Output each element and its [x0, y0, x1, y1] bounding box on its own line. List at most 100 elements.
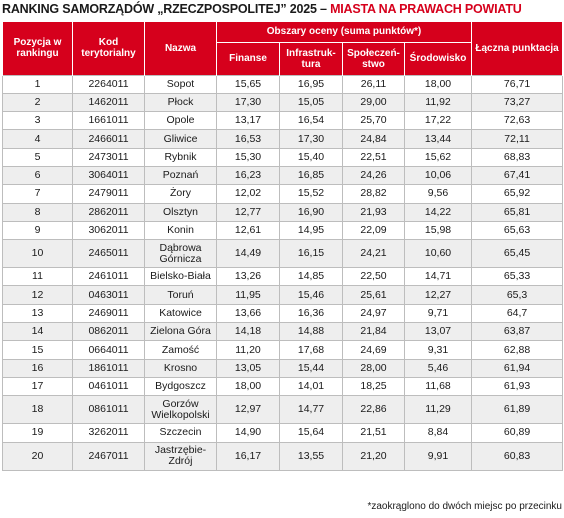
header-environment: Środowisko: [403, 42, 473, 75]
cell-code: 0861011: [72, 395, 145, 425]
cell-environment: 18,00: [403, 74, 473, 94]
ranking-table: Pozycja w rankingu Kod terytorialny Nazw…: [2, 22, 564, 471]
cell-position: 11: [2, 267, 73, 287]
cell-code: 2466011: [72, 129, 145, 149]
cell-position: 20: [2, 441, 73, 471]
cell-position: 12: [2, 285, 73, 305]
cell-environment: 11,68: [403, 376, 473, 397]
cell-total: 68,83: [471, 147, 564, 167]
table-row: 17 0461011 Bydgoszcz 18,00 14,01 18,25 11,68 61…: [2, 376, 564, 397]
cell-finance: 15,65: [216, 74, 280, 94]
cell-total: 72,11: [471, 129, 564, 149]
cell-position: 2: [2, 92, 73, 113]
cell-code: 0461011: [72, 376, 145, 397]
cell-infra: 15,40: [279, 147, 343, 167]
cell-finance: 16,17: [216, 441, 280, 471]
cell-total: 62,88: [471, 340, 564, 360]
cell-name: Zielona Góra: [144, 322, 217, 342]
table-row: 13 2469011 Katowice 13,66 16,36 24,97 9,71 64,7: [2, 303, 564, 324]
cell-social: 24,84: [342, 129, 405, 149]
cell-social: 24,21: [342, 239, 405, 269]
header-infra: Infrastruk-tura: [279, 42, 343, 75]
cell-name: Krosno: [144, 358, 217, 378]
cell-position: 8: [2, 202, 73, 222]
cell-total: 65,63: [471, 220, 564, 241]
table-row: 10 2465011 Dąbrowa Górnicza 14,49 16,15 24,21…: [2, 239, 564, 269]
cell-position: 15: [2, 340, 73, 360]
cell-social: 22,51: [342, 147, 405, 167]
cell-name: Rybnik: [144, 147, 217, 167]
cell-infra: 15,44: [279, 358, 343, 378]
cell-social: 24,69: [342, 340, 405, 360]
cell-infra: 15,05: [279, 92, 343, 113]
cell-name: Jastrzębie-Zdrój: [144, 441, 217, 471]
cell-total: 72,63: [471, 111, 564, 131]
cell-infra: 14,77: [279, 395, 343, 425]
cell-position: 19: [2, 423, 73, 443]
table-row: 14 0862011 Zielona Góra 14,18 14,88 21,84 13,0…: [2, 322, 564, 342]
cell-environment: 10,60: [403, 239, 473, 269]
table-row: 7 2479011 Żory 12,02 15,52 28,82 9,56 65,92: [2, 184, 564, 204]
cell-name: Szczecin: [144, 423, 217, 443]
cell-environment: 8,84: [403, 423, 473, 443]
cell-code: 1462011: [72, 92, 145, 113]
header-total: Łączna punktacja: [471, 22, 564, 75]
cell-position: 4: [2, 129, 73, 149]
cell-name: Gliwice: [144, 129, 217, 149]
cell-position: 14: [2, 322, 73, 342]
cell-total: 61,89: [471, 395, 564, 425]
footnote: *zaokrąglono do dwóch miejsc po przecink…: [367, 501, 562, 512]
cell-total: 64,7: [471, 303, 564, 324]
cell-social: 18,25: [342, 376, 405, 397]
cell-finance: 12,02: [216, 184, 280, 204]
table-row: 3 1661011 Opole 13,17 16,54 25,70 17,22 72,63: [2, 111, 564, 131]
cell-social: 26,11: [342, 74, 405, 94]
cell-code: 2469011: [72, 303, 145, 324]
cell-name: Płock: [144, 92, 217, 113]
table-row: 15 0664011 Zamość 11,20 17,68 24,69 9,31 62,88: [2, 340, 564, 360]
cell-environment: 5,46: [403, 358, 473, 378]
cell-environment: 14,22: [403, 202, 473, 222]
cell-infra: 17,30: [279, 129, 343, 149]
table-row: 8 2862011 Olsztyn 12,77 16,90 21,93 14,22 65,81: [2, 202, 564, 222]
cell-finance: 13,17: [216, 111, 280, 131]
cell-environment: 17,22: [403, 111, 473, 131]
cell-total: 61,93: [471, 376, 564, 397]
cell-environment: 13,07: [403, 322, 473, 342]
cell-infra: 16,54: [279, 111, 343, 131]
cell-position: 1: [2, 74, 73, 94]
cell-position: 18: [2, 395, 73, 425]
cell-total: 67,41: [471, 165, 564, 186]
cell-infra: 16,85: [279, 165, 343, 186]
cell-total: 63,87: [471, 322, 564, 342]
cell-infra: 15,52: [279, 184, 343, 204]
cell-code: 2467011: [72, 441, 145, 471]
cell-environment: 9,91: [403, 441, 473, 471]
cell-position: 9: [2, 220, 73, 241]
cell-finance: 11,95: [216, 285, 280, 305]
cell-total: 73,27: [471, 92, 564, 113]
cell-code: 1661011: [72, 111, 145, 131]
table-row: 18 0861011 Gorzów Wielkopolski 12,97 14,77 22…: [2, 395, 564, 425]
cell-social: 22,09: [342, 220, 405, 241]
cell-environment: 11,29: [403, 395, 473, 425]
cell-infra: 16,90: [279, 202, 343, 222]
table-row: 5 2473011 Rybnik 15,30 15,40 22,51 15,62 68,83: [2, 147, 564, 167]
cell-name: Olsztyn: [144, 202, 217, 222]
cell-finance: 16,23: [216, 165, 280, 186]
cell-code: 0463011: [72, 285, 145, 305]
cell-total: 61,94: [471, 358, 564, 378]
cell-position: 7: [2, 184, 73, 204]
cell-code: 3064011: [72, 165, 145, 186]
cell-finance: 16,53: [216, 129, 280, 149]
table-row: 6 3064011 Poznań 16,23 16,85 24,26 10,06 67,41: [2, 165, 564, 186]
cell-infra: 13,55: [279, 441, 343, 471]
cell-social: 21,93: [342, 202, 405, 222]
cell-name: Bydgoszcz: [144, 376, 217, 397]
cell-environment: 9,71: [403, 303, 473, 324]
cell-environment: 9,56: [403, 184, 473, 204]
cell-social: 25,61: [342, 285, 405, 305]
cell-infra: 14,88: [279, 322, 343, 342]
page-title: RANKING SAMORZĄDÓW „RZECZPOSPOLITEJ” 202…: [2, 0, 562, 18]
